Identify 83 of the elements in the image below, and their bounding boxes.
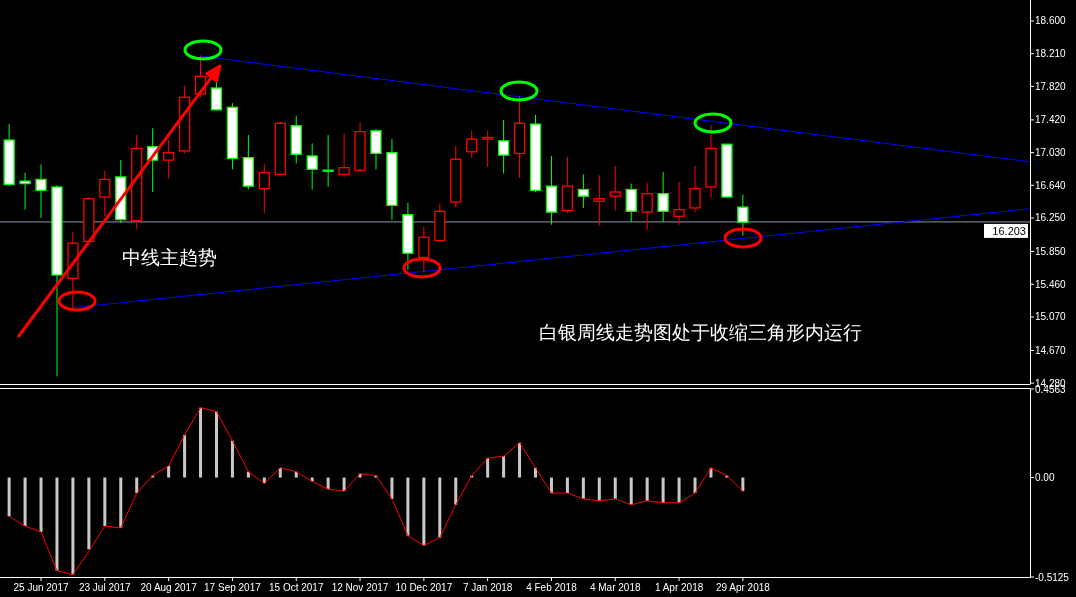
bar [518, 442, 522, 478]
candlestick [466, 130, 478, 159]
x-tick-label: 12 Nov 2017 [331, 582, 389, 593]
x-tick-label: 20 Aug 2017 [140, 582, 198, 593]
candlestick [609, 165, 621, 211]
bar [454, 477, 458, 505]
bar [87, 477, 91, 550]
bar [326, 477, 330, 490]
bar [406, 477, 410, 536]
bar [629, 477, 633, 505]
y-tick-label: 14.670 [1035, 344, 1067, 356]
bar [167, 465, 171, 478]
candlestick [258, 163, 270, 214]
x-tick-label: 17 Sep 2017 [204, 582, 262, 593]
bar [7, 477, 11, 517]
candlestick [641, 182, 653, 231]
bar [214, 411, 218, 478]
candlestick [210, 79, 223, 112]
bar [390, 477, 394, 499]
candlestick [162, 139, 175, 180]
y-tick-label: 18.210 [1035, 48, 1067, 60]
bar [438, 477, 442, 538]
bar [677, 477, 681, 503]
bar [183, 434, 187, 478]
y-tick-label: 16.640 [1035, 179, 1067, 191]
x-tick-label: 29 Apr 2018 [715, 582, 771, 593]
x-tick-label: 4 Mar 2018 [589, 582, 641, 593]
candlestick [593, 174, 605, 227]
candlestick [657, 171, 669, 223]
annotation: 中线主趋势 [121, 246, 217, 268]
bar [39, 477, 43, 532]
candlestick [306, 142, 318, 190]
y-tick-label: 17.030 [1035, 147, 1067, 159]
candlestick [482, 130, 494, 168]
bar [645, 477, 649, 501]
bar [661, 477, 665, 503]
y-tick-label: 18.600 [1035, 15, 1067, 27]
y-tick-label: -0.5125 [1035, 571, 1070, 583]
x-tick-label: 1 Apr 2018 [654, 582, 704, 593]
y-tick-label: 16.250 [1035, 212, 1067, 224]
candlestick [737, 194, 749, 237]
y-tick-label: 15.460 [1035, 278, 1067, 290]
bar [23, 477, 27, 527]
candlestick [19, 172, 31, 211]
bar [581, 477, 585, 499]
x-tick-label: 15 Oct 2017 [269, 582, 324, 593]
bar [230, 440, 234, 478]
line-series [8, 407, 744, 576]
y-tick-label: 17.420 [1035, 114, 1067, 126]
bar [199, 407, 203, 478]
bar [565, 477, 569, 494]
bar [71, 477, 75, 575]
candlestick [338, 132, 350, 178]
candlestick [689, 165, 701, 213]
y-tick-label: 17.820 [1035, 80, 1067, 92]
x-tick-label: 7 Jan 2018 [462, 582, 513, 593]
bar [502, 456, 506, 478]
y-tick-label: 15.070 [1035, 311, 1067, 323]
candlestick [370, 128, 382, 170]
candlestick [99, 170, 111, 217]
candlestick [322, 134, 334, 188]
y-tick-label: 0.00 [1035, 472, 1055, 484]
candlestick [418, 225, 430, 273]
candlestick [497, 119, 510, 175]
x-tick-label: 25 Jun 2017 [13, 582, 69, 593]
y-tick-label: 15.850 [1035, 246, 1067, 258]
x-tick-label: 10 Dec 2017 [395, 582, 453, 593]
bar [597, 477, 601, 501]
candlestick [673, 181, 685, 226]
bar [422, 477, 426, 546]
ref-line-label: 16.203 [992, 224, 1026, 237]
x-tick-label: 4 Feb 2018 [526, 582, 578, 593]
bar [55, 477, 59, 571]
bar [119, 477, 123, 528]
bar [613, 477, 617, 499]
bar [486, 458, 490, 478]
bar [278, 467, 282, 478]
annotation: 白银周线走势图处于收缩三角形内运行 [538, 321, 862, 343]
candlestick [35, 163, 47, 219]
candlestick [625, 183, 637, 223]
candlestick [577, 173, 590, 209]
bar [103, 477, 107, 527]
x-tick-label: 23 Jul 2017 [78, 582, 132, 593]
